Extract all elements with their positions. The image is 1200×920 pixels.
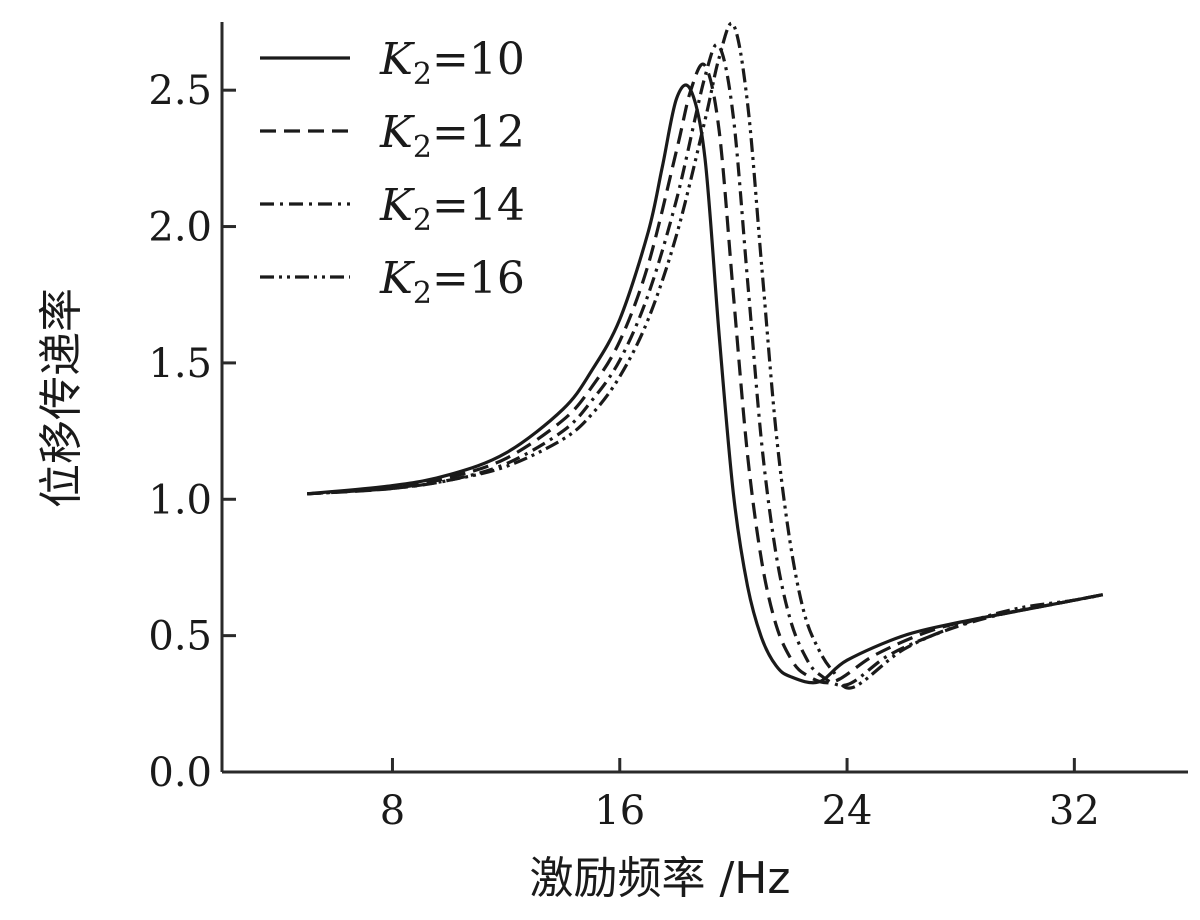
legend-subscript: 2 xyxy=(413,57,432,92)
legend-value: =14 xyxy=(432,180,525,231)
y-tick-label: 0.5 xyxy=(148,614,212,660)
legend-symbol: K xyxy=(379,253,415,304)
y-axis-label: 位移传递率 xyxy=(36,288,87,508)
legend-label-2: K2=12 xyxy=(379,107,525,165)
series-line-3 xyxy=(307,43,1104,687)
x-tick-label: 32 xyxy=(1049,788,1100,834)
series-line-1 xyxy=(307,83,1104,685)
x-tick-label: 16 xyxy=(594,788,645,834)
legend-symbol: K xyxy=(379,107,415,158)
y-ticks: 0.0 0.5 1.0 1.5 2.0 2.5 xyxy=(148,68,236,796)
legend-symbol: K xyxy=(379,180,415,231)
legend-label-4: K2=16 xyxy=(379,253,525,311)
series-line-2 xyxy=(307,62,1104,685)
x-tick-label: 24 xyxy=(822,788,873,834)
y-tick-label: 1.5 xyxy=(148,341,212,387)
x-tick-label: 8 xyxy=(380,788,405,834)
series-line-4 xyxy=(307,21,1104,690)
legend-label-1: K2=10 xyxy=(379,34,525,92)
axes xyxy=(220,22,1188,774)
x-ticks: 8 16 24 32 xyxy=(380,758,1100,834)
legend-symbol: K xyxy=(379,34,415,85)
x-axis-label: 激励频率 /Hz xyxy=(530,853,791,904)
y-tick-label: 2.0 xyxy=(148,205,212,251)
legend-value: =16 xyxy=(432,253,525,304)
legend-subscript: 2 xyxy=(413,203,432,238)
legend-label-3: K2=14 xyxy=(379,180,525,238)
y-tick-label: 0.0 xyxy=(148,750,212,796)
y-tick-label: 1.0 xyxy=(148,477,212,523)
y-tick-label: 2.5 xyxy=(148,68,212,114)
legend-value: =12 xyxy=(432,107,525,158)
legend-subscript: 2 xyxy=(413,130,432,165)
legend-subscript: 2 xyxy=(413,276,432,311)
series-group xyxy=(307,21,1104,690)
legend-value: =10 xyxy=(432,34,525,85)
